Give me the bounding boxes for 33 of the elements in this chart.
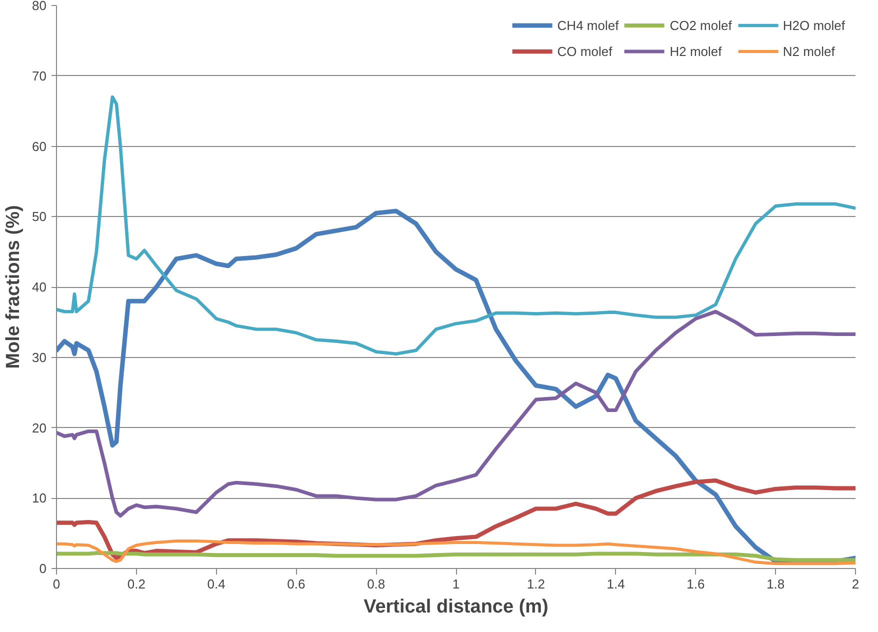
legend-label: CO2 molef (670, 18, 732, 32)
y-tick-label: 70 (32, 68, 47, 84)
y-tick-label: 30 (32, 350, 47, 365)
x-tick-label: 0.8 (367, 576, 386, 592)
y-tick-label: 10 (32, 490, 47, 506)
line-series (56, 208, 856, 564)
x-tick-label: 1.6 (686, 576, 705, 592)
legend-label: CO molef (557, 44, 612, 58)
legend-label: N2 molef (782, 44, 835, 58)
x-tick-label: 0.4 (207, 576, 226, 592)
y-tick-label: 60 (32, 138, 47, 154)
y-tick-label: 20 (32, 420, 47, 436)
x-tick-label: 1.2 (526, 576, 545, 592)
legend-label: CH4 molef (557, 18, 619, 32)
line-series (56, 310, 856, 518)
y-tick-label: 0 (39, 561, 47, 576)
y-tick-label: 40 (32, 280, 47, 294)
y-axis-title: Mole fractions (%) (3, 205, 24, 369)
x-tick-label: 1 (452, 576, 460, 592)
y-tick-label: 80 (32, 0, 47, 13)
x-tick-label: 2 (852, 576, 860, 592)
x-tick-label: 0 (52, 576, 60, 592)
x-tick-label: 0.6 (287, 576, 306, 592)
line-series (56, 551, 856, 562)
x-tick-label: 1.4 (606, 576, 625, 592)
x-axis-title: Vertical distance (m) (364, 596, 548, 618)
legend-label: H2O molef (782, 18, 845, 32)
x-tick-label: 1.8 (766, 576, 785, 592)
legend-label: H2 molef (670, 44, 722, 58)
y-tick-label: 50 (32, 209, 47, 224)
x-tick-label: 0.2 (127, 576, 146, 592)
line-series (56, 540, 856, 566)
line-series (56, 95, 856, 356)
